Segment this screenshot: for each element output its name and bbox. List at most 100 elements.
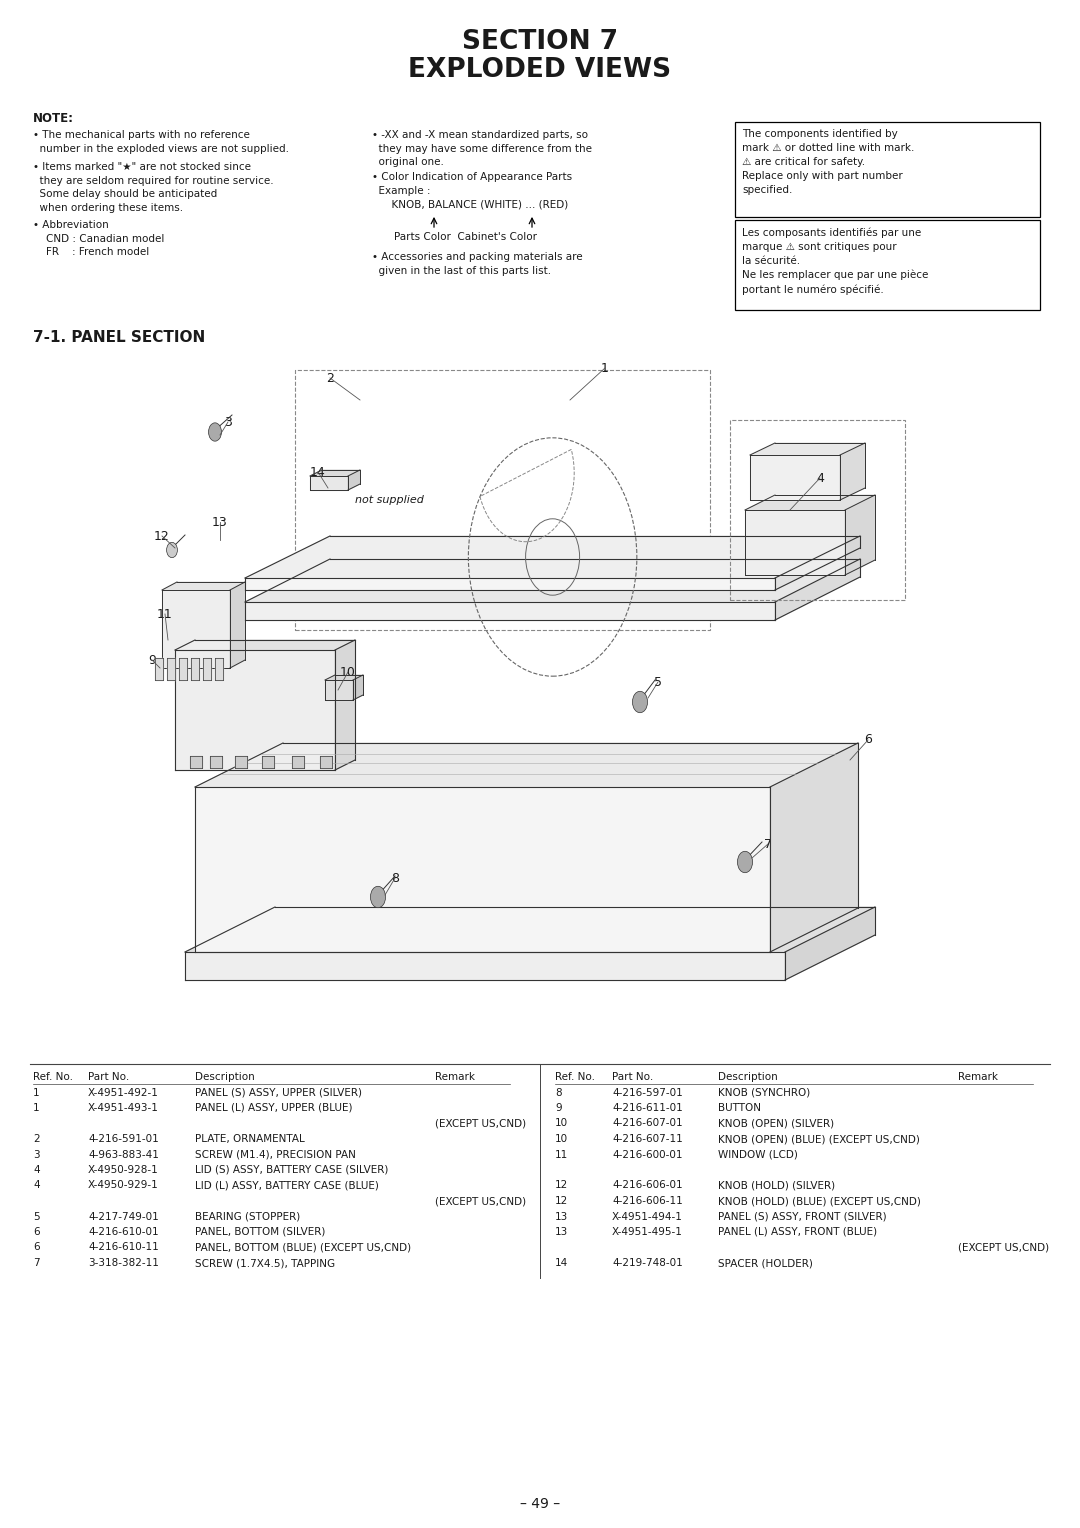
- Text: 4-963-883-41: 4-963-883-41: [87, 1149, 159, 1160]
- Text: (EXCEPT US,CND): (EXCEPT US,CND): [958, 1242, 1049, 1253]
- Text: 12: 12: [154, 530, 170, 542]
- Text: 4-216-591-01: 4-216-591-01: [87, 1134, 159, 1144]
- Text: 7: 7: [764, 837, 772, 851]
- Polygon shape: [245, 536, 860, 578]
- Text: 13: 13: [555, 1212, 568, 1221]
- Text: 10: 10: [555, 1134, 568, 1144]
- Text: 14: 14: [555, 1258, 568, 1268]
- Text: 3: 3: [33, 1149, 40, 1160]
- Text: Description: Description: [195, 1073, 255, 1082]
- Polygon shape: [162, 590, 230, 668]
- Text: • Color Indication of Appearance Parts
  Example :
      KNOB, BALANCE (WHITE) .: • Color Indication of Appearance Parts E…: [372, 173, 572, 209]
- Text: 4-219-748-01: 4-219-748-01: [612, 1258, 683, 1268]
- Text: PANEL (S) ASSY, UPPER (SILVER): PANEL (S) ASSY, UPPER (SILVER): [195, 1088, 362, 1097]
- Text: • Items marked "★" are not stocked since
  they are seldom required for routine : • Items marked "★" are not stocked since…: [33, 162, 273, 212]
- Text: Part No.: Part No.: [612, 1073, 653, 1082]
- Text: PANEL (S) ASSY, FRONT (SILVER): PANEL (S) ASSY, FRONT (SILVER): [718, 1212, 887, 1221]
- Text: NOTE:: NOTE:: [33, 112, 75, 125]
- Text: 10: 10: [340, 666, 356, 678]
- Text: SCREW (1.7X4.5), TAPPING: SCREW (1.7X4.5), TAPPING: [195, 1258, 335, 1268]
- Text: 4-217-749-01: 4-217-749-01: [87, 1212, 159, 1221]
- Text: 1: 1: [33, 1088, 40, 1097]
- Text: 14: 14: [310, 466, 326, 478]
- Text: 13: 13: [555, 1227, 568, 1238]
- Text: X-4950-929-1: X-4950-929-1: [87, 1181, 159, 1190]
- Polygon shape: [840, 443, 865, 500]
- Text: The components identified by
mark ⚠ or dotted line with mark.
⚠ are critical for: The components identified by mark ⚠ or d…: [742, 128, 915, 196]
- Text: 3-318-382-11: 3-318-382-11: [87, 1258, 159, 1268]
- Text: 4-216-597-01: 4-216-597-01: [612, 1088, 683, 1097]
- Polygon shape: [320, 756, 332, 769]
- Text: 11: 11: [555, 1149, 568, 1160]
- Text: • -XX and -X mean standardized parts, so
  they may have some difference from th: • -XX and -X mean standardized parts, so…: [372, 130, 592, 167]
- Text: 4-216-607-11: 4-216-607-11: [612, 1134, 683, 1144]
- Polygon shape: [335, 640, 355, 770]
- Text: 6: 6: [33, 1242, 40, 1253]
- Polygon shape: [310, 477, 348, 490]
- Text: Remark: Remark: [435, 1073, 475, 1082]
- Polygon shape: [353, 675, 363, 700]
- Polygon shape: [745, 495, 875, 510]
- Polygon shape: [745, 510, 845, 575]
- Polygon shape: [185, 952, 785, 979]
- Text: Description: Description: [718, 1073, 778, 1082]
- Text: BUTTON: BUTTON: [718, 1103, 761, 1112]
- Text: 10: 10: [555, 1118, 568, 1129]
- Polygon shape: [156, 659, 163, 680]
- Text: 1: 1: [33, 1103, 40, 1112]
- Text: (EXCEPT US,CND): (EXCEPT US,CND): [435, 1118, 526, 1129]
- Polygon shape: [210, 756, 222, 769]
- Text: 4: 4: [33, 1164, 40, 1175]
- Text: KNOB (HOLD) (BLUE) (EXCEPT US,CND): KNOB (HOLD) (BLUE) (EXCEPT US,CND): [718, 1196, 921, 1206]
- Polygon shape: [175, 640, 355, 649]
- Polygon shape: [162, 582, 245, 590]
- Polygon shape: [190, 756, 202, 769]
- Polygon shape: [195, 787, 770, 952]
- Text: 7: 7: [33, 1258, 40, 1268]
- Polygon shape: [185, 908, 875, 952]
- Text: 4: 4: [816, 472, 824, 484]
- Text: 4-216-606-01: 4-216-606-01: [612, 1181, 683, 1190]
- Text: (EXCEPT US,CND): (EXCEPT US,CND): [435, 1196, 526, 1206]
- Polygon shape: [845, 495, 875, 575]
- Text: X-4951-492-1: X-4951-492-1: [87, 1088, 159, 1097]
- Circle shape: [208, 423, 221, 442]
- Text: • Abbreviation
    CND : Canadian model
    FR    : French model: • Abbreviation CND : Canadian model FR :…: [33, 220, 164, 257]
- Text: PLATE, ORNAMENTAL: PLATE, ORNAMENTAL: [195, 1134, 305, 1144]
- Text: LID (S) ASSY, BATTERY CASE (SILVER): LID (S) ASSY, BATTERY CASE (SILVER): [195, 1164, 389, 1175]
- Polygon shape: [245, 559, 860, 602]
- Text: 12: 12: [555, 1196, 568, 1206]
- Text: KNOB (HOLD) (SILVER): KNOB (HOLD) (SILVER): [718, 1181, 835, 1190]
- Text: SPACER (HOLDER): SPACER (HOLDER): [718, 1258, 813, 1268]
- Text: X-4951-493-1: X-4951-493-1: [87, 1103, 159, 1112]
- Polygon shape: [770, 743, 858, 952]
- Circle shape: [633, 691, 648, 712]
- Text: 4-216-606-11: 4-216-606-11: [612, 1196, 683, 1206]
- Text: PANEL (L) ASSY, FRONT (BLUE): PANEL (L) ASSY, FRONT (BLUE): [718, 1227, 877, 1238]
- Text: 4-216-610-01: 4-216-610-01: [87, 1227, 159, 1238]
- Polygon shape: [245, 602, 775, 620]
- Text: Part No.: Part No.: [87, 1073, 130, 1082]
- Text: WINDOW (LCD): WINDOW (LCD): [718, 1149, 798, 1160]
- Text: Les composants identifiés par une
marque ⚠ sont critiques pour
la sécurité.
Ne l: Les composants identifiés par une marque…: [742, 228, 929, 295]
- Polygon shape: [179, 659, 187, 680]
- Text: 6: 6: [864, 733, 872, 747]
- Polygon shape: [215, 659, 222, 680]
- Polygon shape: [230, 582, 245, 668]
- Text: 11: 11: [157, 608, 173, 620]
- Circle shape: [370, 886, 386, 908]
- Text: X-4950-928-1: X-4950-928-1: [87, 1164, 159, 1175]
- Text: 2: 2: [326, 371, 334, 385]
- Text: 8: 8: [391, 871, 399, 885]
- Text: 4-216-600-01: 4-216-600-01: [612, 1149, 683, 1160]
- Polygon shape: [785, 908, 875, 979]
- Text: 12: 12: [555, 1181, 568, 1190]
- Bar: [735, 220, 1040, 310]
- Text: 3: 3: [224, 416, 232, 428]
- Bar: [295, 370, 710, 630]
- Polygon shape: [310, 471, 360, 477]
- Text: SCREW (M1.4), PRECISION PAN: SCREW (M1.4), PRECISION PAN: [195, 1149, 356, 1160]
- Text: PANEL, BOTTOM (SILVER): PANEL, BOTTOM (SILVER): [195, 1227, 325, 1238]
- Bar: [730, 420, 905, 601]
- Text: 4-216-607-01: 4-216-607-01: [612, 1118, 683, 1129]
